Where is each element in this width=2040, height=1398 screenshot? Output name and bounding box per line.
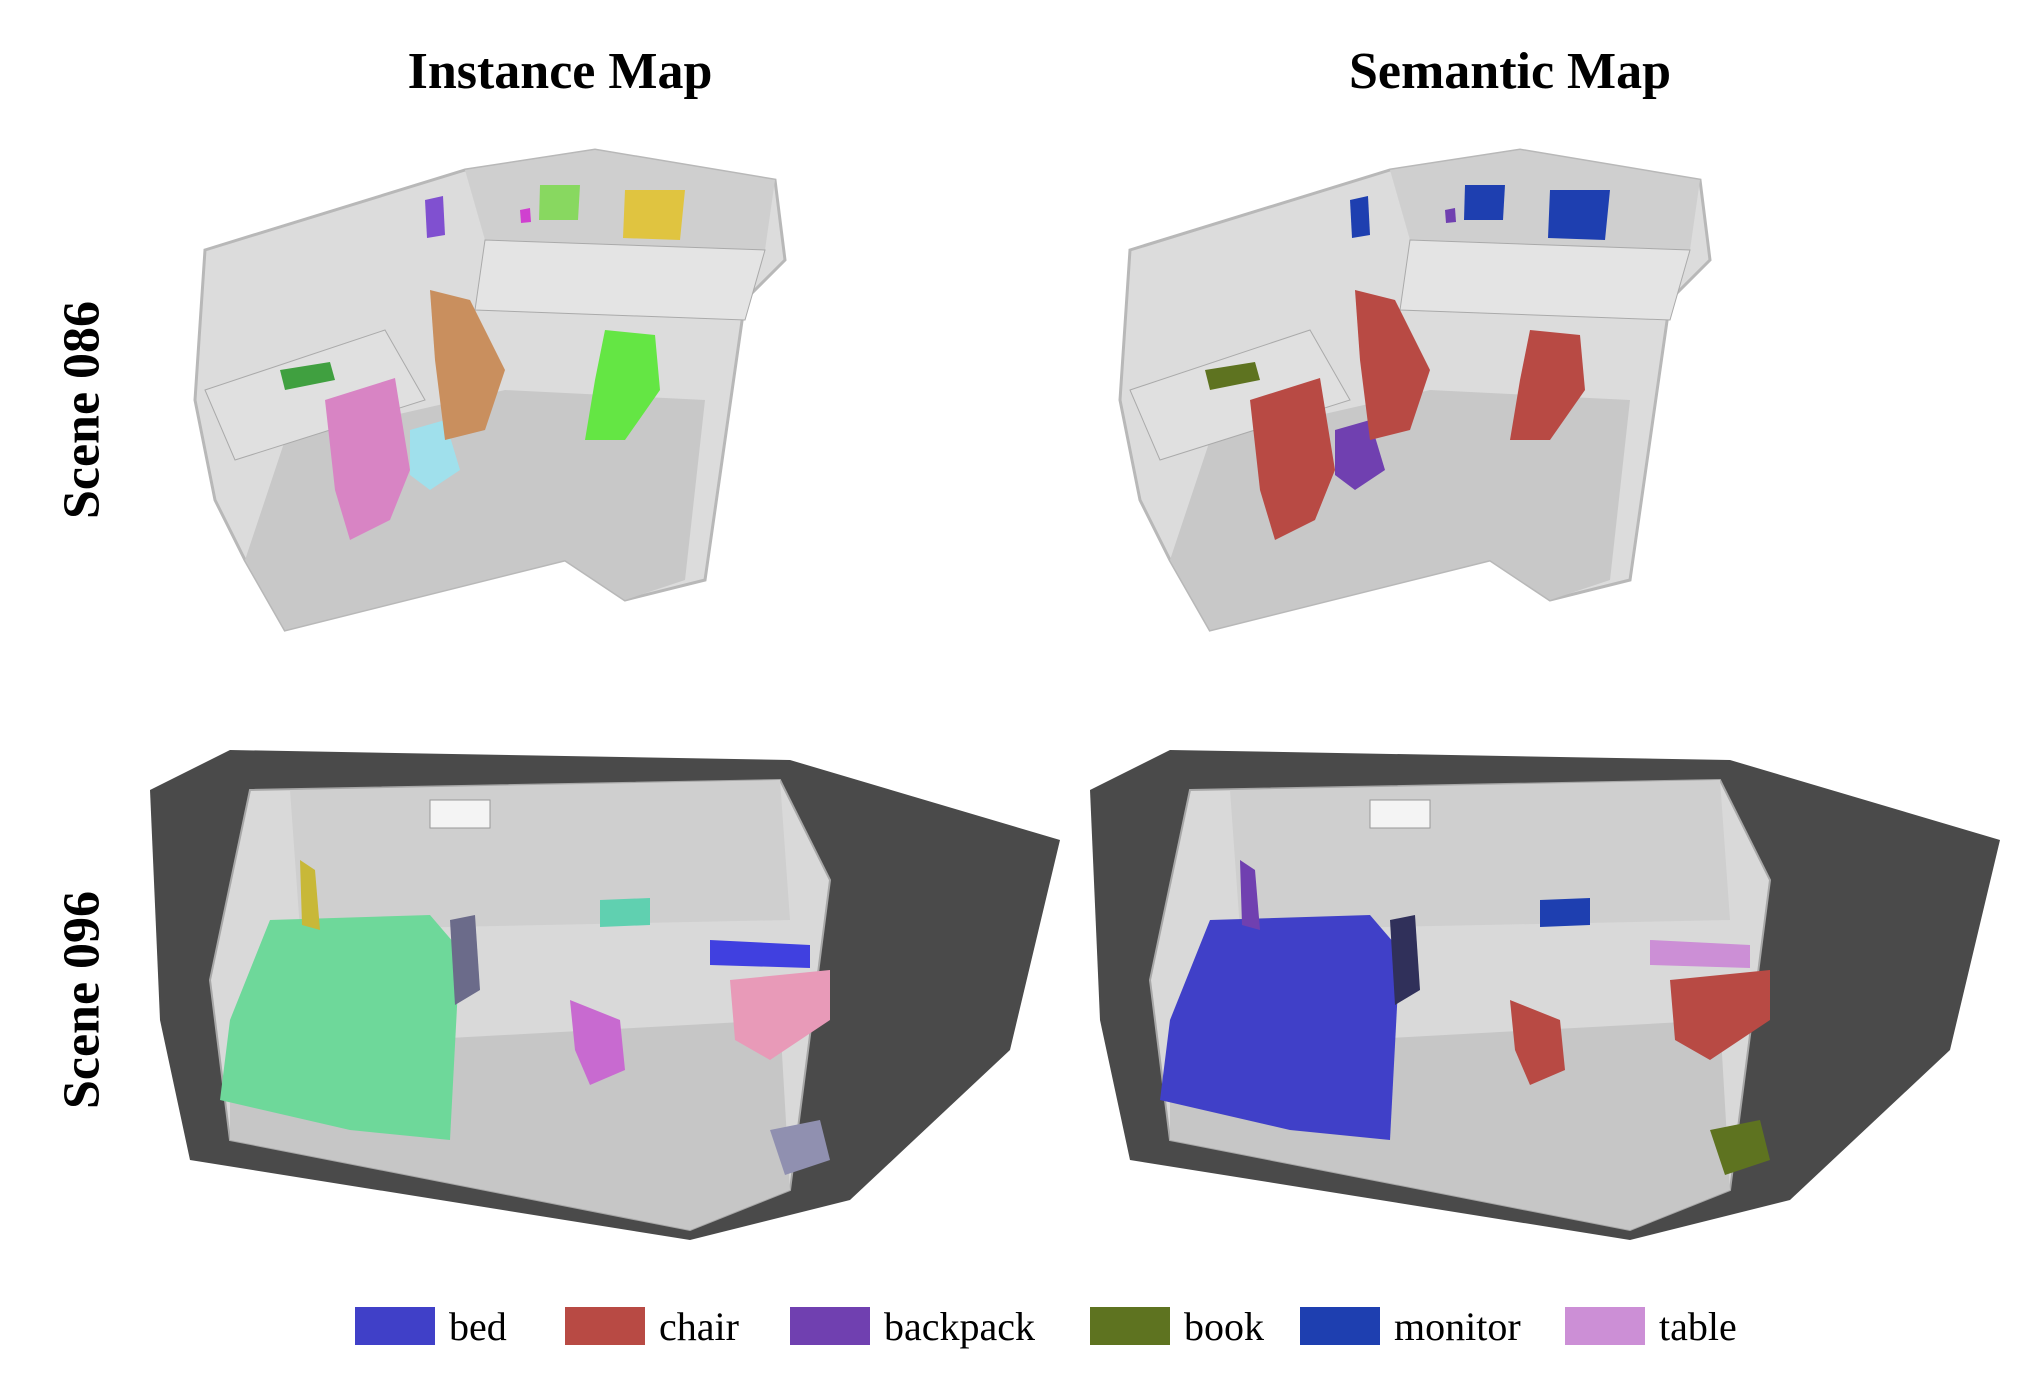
instance-chair-green — [585, 330, 660, 440]
back-wall — [1230, 780, 1730, 930]
instance-object-purple — [425, 196, 445, 238]
semantic-chair-1 — [1250, 378, 1335, 540]
legend-swatch-monitor — [1300, 1307, 1380, 1345]
legend-item-chair: chair — [565, 1296, 739, 1356]
legend-label-table: table — [1659, 1303, 1737, 1349]
legend-swatch-book — [1090, 1307, 1170, 1345]
semantic-monitor — [1540, 898, 1590, 927]
scene-086-instance-map — [193, 148, 787, 632]
instance-chair-rose — [730, 970, 830, 1060]
window — [1369, 799, 1431, 829]
instance-book-green — [280, 362, 335, 390]
instance-chair-magenta — [570, 1000, 625, 1085]
instance-headboard-yellow — [300, 860, 320, 930]
scene-086-semantic-map — [1118, 148, 1712, 632]
semantic-chair-1 — [1510, 1000, 1565, 1085]
semantic-table — [1650, 940, 1750, 968]
legend-item-backpack: backpack — [790, 1296, 1035, 1356]
legend-label-bed: bed — [449, 1303, 507, 1349]
instance-object-slate — [770, 1120, 830, 1175]
back-wall — [465, 150, 775, 250]
row-title-scene-086: Scene 086 — [53, 300, 111, 520]
instance-monitor-teal — [600, 898, 650, 927]
instance-table-blue — [710, 940, 810, 968]
back-wall — [1390, 150, 1700, 250]
legend-item-monitor: monitor — [1300, 1296, 1521, 1356]
legend-item-book: book — [1090, 1296, 1264, 1356]
instance-monitor-dark — [450, 915, 480, 1005]
legend-swatch-backpack — [790, 1307, 870, 1345]
semantic-backpack — [1240, 860, 1260, 930]
instance-monitor-lightgreen — [539, 185, 580, 220]
legend-label-chair: chair — [659, 1303, 739, 1349]
instance-object-magenta — [520, 208, 531, 223]
semantic-chair-3 — [1510, 330, 1585, 440]
semantic-book — [1205, 362, 1260, 390]
instance-chair-brown — [430, 290, 505, 440]
scene-096-semantic-map — [1090, 750, 2000, 1240]
semantic-chair-2 — [1355, 290, 1430, 440]
semantic-monitor-3 — [1350, 196, 1370, 238]
instance-monitor-yellow — [623, 190, 685, 240]
scene-096-instance-map — [150, 750, 1060, 1240]
side-desk — [204, 329, 426, 461]
legend-label-monitor: monitor — [1394, 1303, 1521, 1349]
legend-label-backpack: backpack — [884, 1303, 1036, 1349]
semantic-book-green — [1710, 1120, 1770, 1175]
column-title-instance-map: Instance Map — [407, 43, 713, 100]
instance-bed-mint — [220, 915, 460, 1140]
legend-item-bed: bed — [355, 1296, 507, 1356]
desk — [1399, 239, 1691, 321]
legend-swatch-bed — [355, 1307, 435, 1345]
legend-swatch-chair — [565, 1307, 645, 1345]
legend-swatch-table — [1565, 1307, 1645, 1345]
semantic-monitor-2 — [1464, 185, 1505, 220]
semantic-monitor-dark — [1390, 915, 1420, 1005]
semantic-backpack-small — [1445, 208, 1456, 223]
semantic-chair-2 — [1670, 970, 1770, 1060]
window — [429, 799, 491, 829]
legend-label-book: book — [1184, 1303, 1264, 1349]
legend-item-table: table — [1565, 1296, 1737, 1356]
instance-chair-pink — [325, 378, 410, 540]
legend: bed chair backpack book monitor table — [355, 1296, 1755, 1356]
desk — [474, 239, 766, 321]
column-title-semantic-map: Semantic Map — [1348, 43, 1672, 100]
row-title-scene-096: Scene 096 — [53, 890, 111, 1110]
semantic-monitor-1 — [1548, 190, 1610, 240]
back-wall — [290, 780, 790, 930]
side-desk — [1129, 329, 1351, 461]
semantic-bed — [1160, 915, 1400, 1140]
